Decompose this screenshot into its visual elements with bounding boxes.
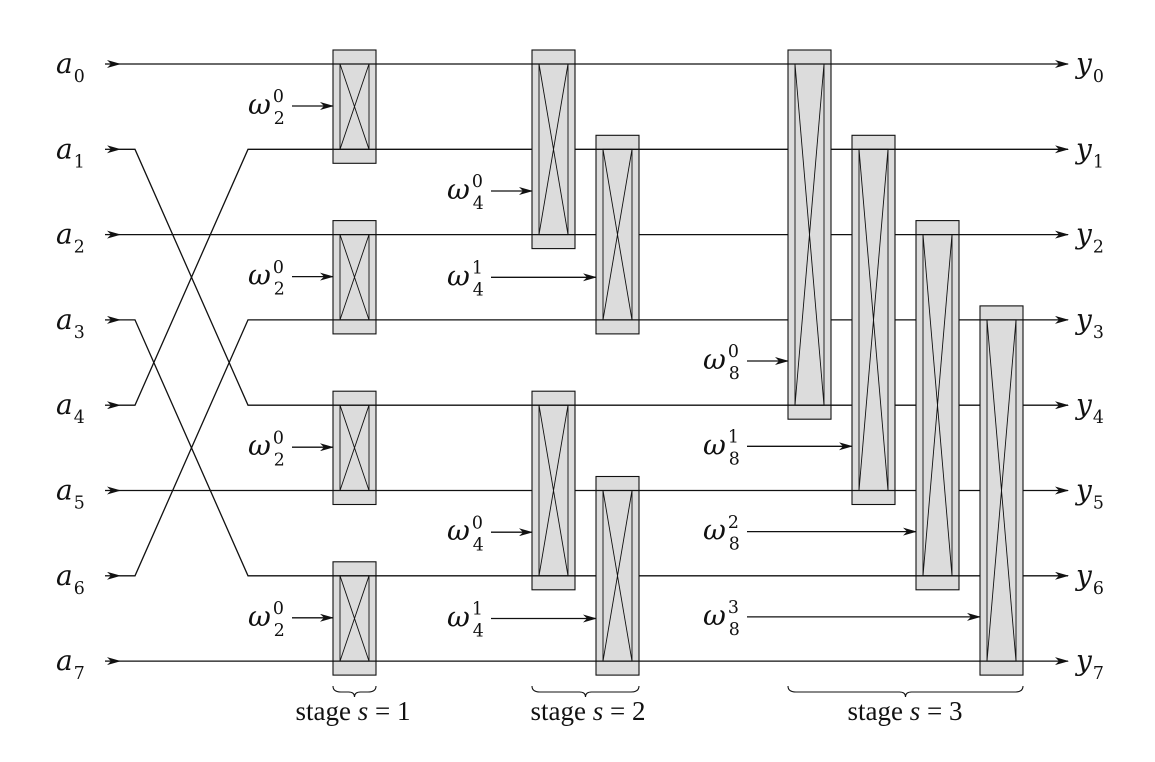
butterfly-s3-2-6 [915,220,960,591]
output-label-y2: y2 [1074,218,1104,258]
stage-label-2: stage s = 2 [531,696,646,726]
output-label-y1: y1 [1074,132,1104,172]
stage-brace-2 [531,685,640,698]
stage-label-1: stage s = 1 [296,696,411,726]
labels-layer: a0 a1 a2 a3 a4 a5 a6 a7 y0 y1 y2 y3 y4 y5 y6 y7 ω 0 2 ω 0 2 ω 0… [56,47,1104,726]
stage-label-3: stage s = 3 [848,696,963,726]
output-label-y5: y5 [1074,474,1104,514]
output-label-y4: y4 [1074,388,1104,428]
output-label-y0: y0 [1074,47,1104,87]
butterfly-s3-3-7 [979,305,1024,676]
input-label-a0: a0 [56,47,85,87]
butterfly-s1-0-1 [332,49,377,164]
input-label-a2: a2 [56,218,85,258]
input-label-a5: a5 [56,474,85,514]
output-label-y3: y3 [1074,303,1104,343]
input-label-a1: a1 [56,132,85,172]
wire-4 [120,148,1069,410]
butterfly-s1-6-7 [332,561,377,676]
output-label-y6: y6 [1074,559,1104,599]
butterfly-s2-0-2 [531,49,576,250]
input-label-a3: a3 [56,303,85,343]
butterfly-s2-4-6 [531,390,576,591]
butterfly-s1-4-5 [332,390,377,506]
stage-brace-1 [332,685,377,698]
butterfly-s2-1-3 [595,134,640,335]
output-label-y7: y7 [1074,644,1104,684]
butterfly-s1-2-3 [332,220,377,335]
butterfly-s3-1-5 [851,134,896,506]
wires-layer [105,60,1069,666]
stage-brace-3 [787,685,1024,698]
wire-6 [120,319,1069,580]
input-label-a6: a6 [56,559,85,599]
butterflies-layer [332,49,1024,676]
input-label-a7: a7 [56,644,85,684]
input-label-a4: a4 [56,388,85,428]
butterfly-s3-0-4 [787,49,832,420]
butterfly-s2-5-7 [595,475,640,676]
